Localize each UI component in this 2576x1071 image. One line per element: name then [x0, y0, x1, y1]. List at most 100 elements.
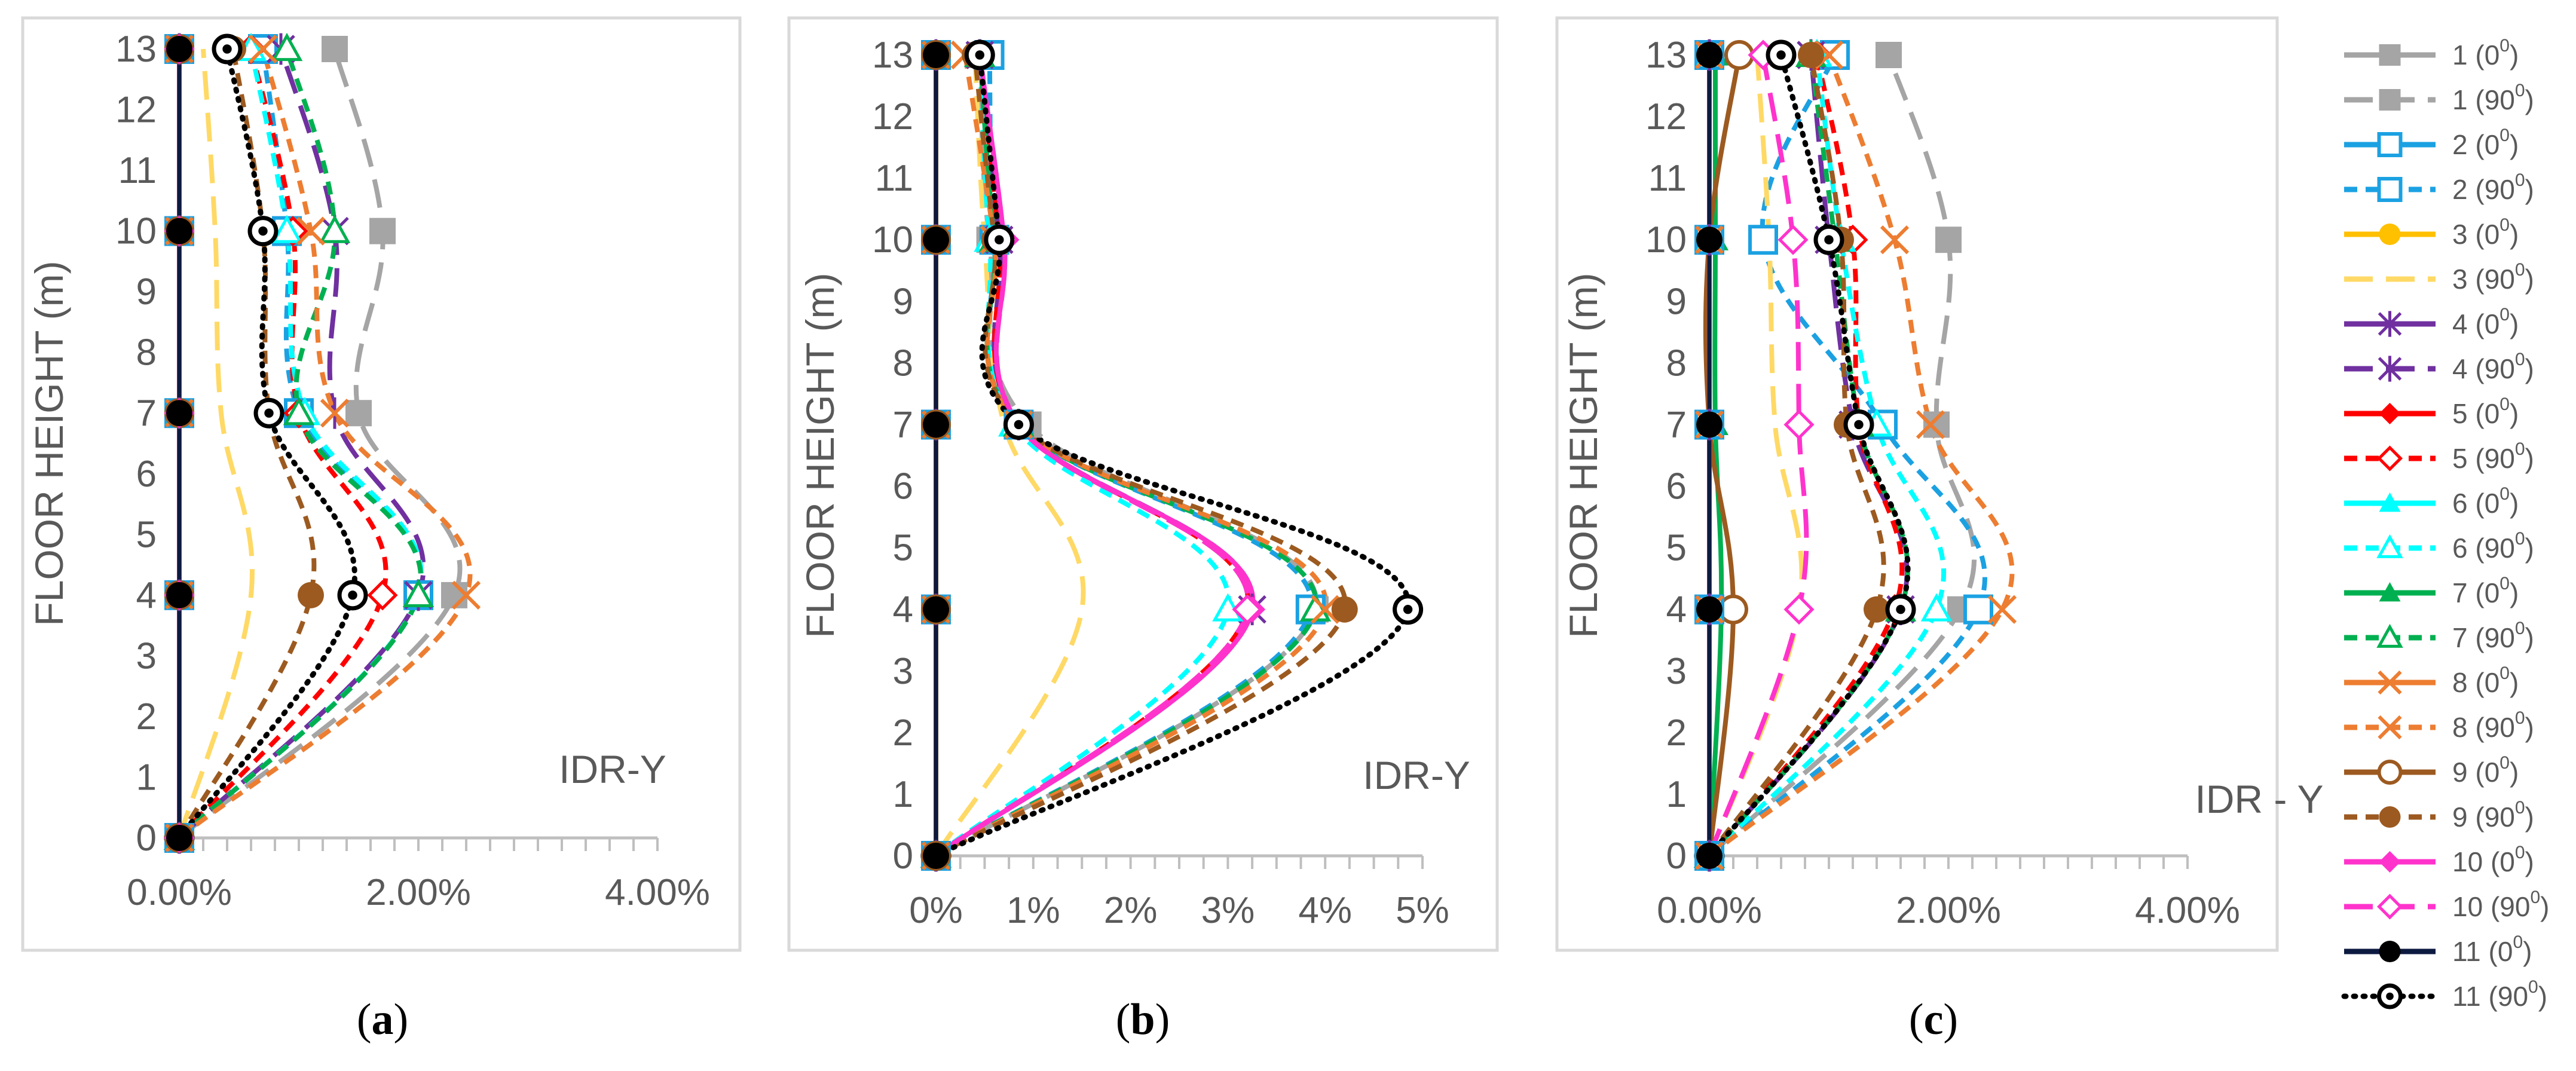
x-tick-label: 0%	[909, 890, 963, 931]
series-line-4-90-	[178, 48, 426, 840]
data-point	[212, 33, 243, 65]
legend-label: 9 (00)	[2452, 753, 2519, 788]
y-tick-label: 4	[1666, 589, 1687, 631]
y-tick-label: 0	[893, 836, 913, 877]
legend-item: 6 (00)	[2344, 484, 2519, 519]
legend-label: 1 (00)	[2452, 36, 2519, 71]
y-tick-label: 10	[115, 211, 157, 252]
y-tick-label: 11	[1648, 158, 1687, 199]
data-point	[1880, 225, 1910, 255]
data-point	[166, 582, 192, 608]
legend-marker	[2378, 356, 2402, 382]
legend-marker	[2379, 492, 2401, 512]
legend-item: 5 (900)	[2344, 439, 2534, 474]
data-point	[1843, 409, 1874, 440]
data-point	[984, 224, 1015, 255]
panel-annotation: IDR-Y	[1363, 753, 1470, 797]
x-tick-label: 4.00%	[2135, 890, 2240, 931]
series-group	[920, 38, 1424, 872]
legend-marker	[2379, 582, 2401, 602]
legend-item: 7 (00)	[2344, 574, 2519, 608]
data-point	[253, 397, 284, 429]
legend-item: 6 (900)	[2344, 529, 2534, 564]
y-tick-label: 6	[136, 454, 157, 495]
data-point	[923, 227, 949, 253]
legend-label: 11 (900)	[2452, 977, 2547, 1012]
legend-item: 9 (900)	[2344, 798, 2534, 833]
data-point	[283, 397, 315, 426]
series-line-9-90-	[177, 48, 317, 839]
legend-marker	[2379, 89, 2401, 111]
y-tick-label: 8	[893, 342, 913, 384]
y-axis-title: FLOOR HEIGHT (m)	[27, 261, 71, 626]
data-point	[1783, 409, 1815, 440]
legend-label: 10 (900)	[2452, 888, 2549, 922]
legend-marker	[2379, 806, 2401, 828]
legend-item: 4 (900)	[2344, 350, 2534, 384]
y-tick-label: 13	[1645, 35, 1687, 76]
y-tick-label: 2	[1666, 712, 1687, 754]
legend-item: 1 (900)	[2344, 81, 2534, 115]
data-point	[1696, 843, 1723, 869]
data-point	[247, 216, 279, 247]
data-point	[1876, 42, 1902, 68]
legend-item: 10 (900)	[2344, 888, 2549, 922]
legend-marker	[2376, 893, 2403, 920]
series-line-8-90-	[934, 54, 1329, 858]
y-tick-label: 12	[115, 90, 157, 131]
legend-item: 8 (900)	[2344, 708, 2534, 743]
y-tick-label: 4	[136, 575, 157, 616]
legend-item: 5 (00)	[2344, 394, 2519, 429]
data-point	[1783, 594, 1815, 625]
data-point	[1393, 594, 1424, 625]
y-tick-label: 0	[136, 818, 157, 859]
series-group	[163, 32, 481, 854]
data-point	[1696, 227, 1723, 253]
legend-label: 2 (900)	[2452, 170, 2534, 205]
data-point	[1963, 594, 1993, 625]
y-axis-title: FLOOR HEIGHT (m)	[798, 273, 842, 638]
y-tick-label: 5	[1666, 528, 1687, 569]
panel-caption: (c)	[1909, 995, 1958, 1044]
data-point	[1766, 39, 1797, 71]
data-point	[345, 400, 372, 427]
data-point	[337, 580, 368, 611]
legend-marker	[2377, 132, 2403, 157]
legend-label: 2 (00)	[2452, 126, 2519, 160]
legend-item: 9 (00)	[2344, 753, 2519, 788]
y-tick-label: 9	[893, 281, 913, 322]
legend-item: 3 (900)	[2344, 260, 2534, 295]
data-point	[1920, 593, 1953, 622]
data-point	[923, 411, 949, 438]
data-point	[296, 216, 326, 246]
data-point	[1777, 224, 1809, 255]
y-tick-label: 6	[1666, 466, 1687, 507]
series-line-10-90-	[934, 54, 1251, 858]
x-tick-label: 0.00%	[1657, 890, 1762, 931]
legend-label: 6 (00)	[2452, 484, 2519, 519]
legend-label: 8 (900)	[2452, 708, 2534, 743]
legend-marker	[2379, 224, 2401, 245]
legend-label: 7 (900)	[2452, 619, 2534, 653]
legend-marker	[2376, 623, 2403, 648]
y-tick-label: 13	[115, 29, 157, 70]
y-tick-label: 2	[136, 696, 157, 738]
legend-label: 6 (900)	[2452, 529, 2534, 564]
legend-marker	[2378, 311, 2402, 337]
y-tick-label: 10	[872, 219, 913, 261]
legend-marker	[2379, 44, 2401, 66]
series-line-8-90-	[178, 48, 473, 840]
legend-marker	[2379, 851, 2401, 873]
y-tick-label: 12	[872, 96, 913, 137]
y-tick-label: 5	[893, 528, 913, 569]
x-tick-label: 2.00%	[366, 872, 471, 913]
data-point	[1864, 596, 1890, 623]
data-point	[1798, 42, 1824, 68]
legend-marker	[2377, 177, 2403, 202]
data-point	[322, 36, 348, 62]
y-tick-label: 1	[893, 774, 913, 815]
data-point	[271, 32, 303, 62]
series-line-11-90-	[1706, 52, 1911, 859]
legend-label: 9 (900)	[2452, 798, 2534, 833]
